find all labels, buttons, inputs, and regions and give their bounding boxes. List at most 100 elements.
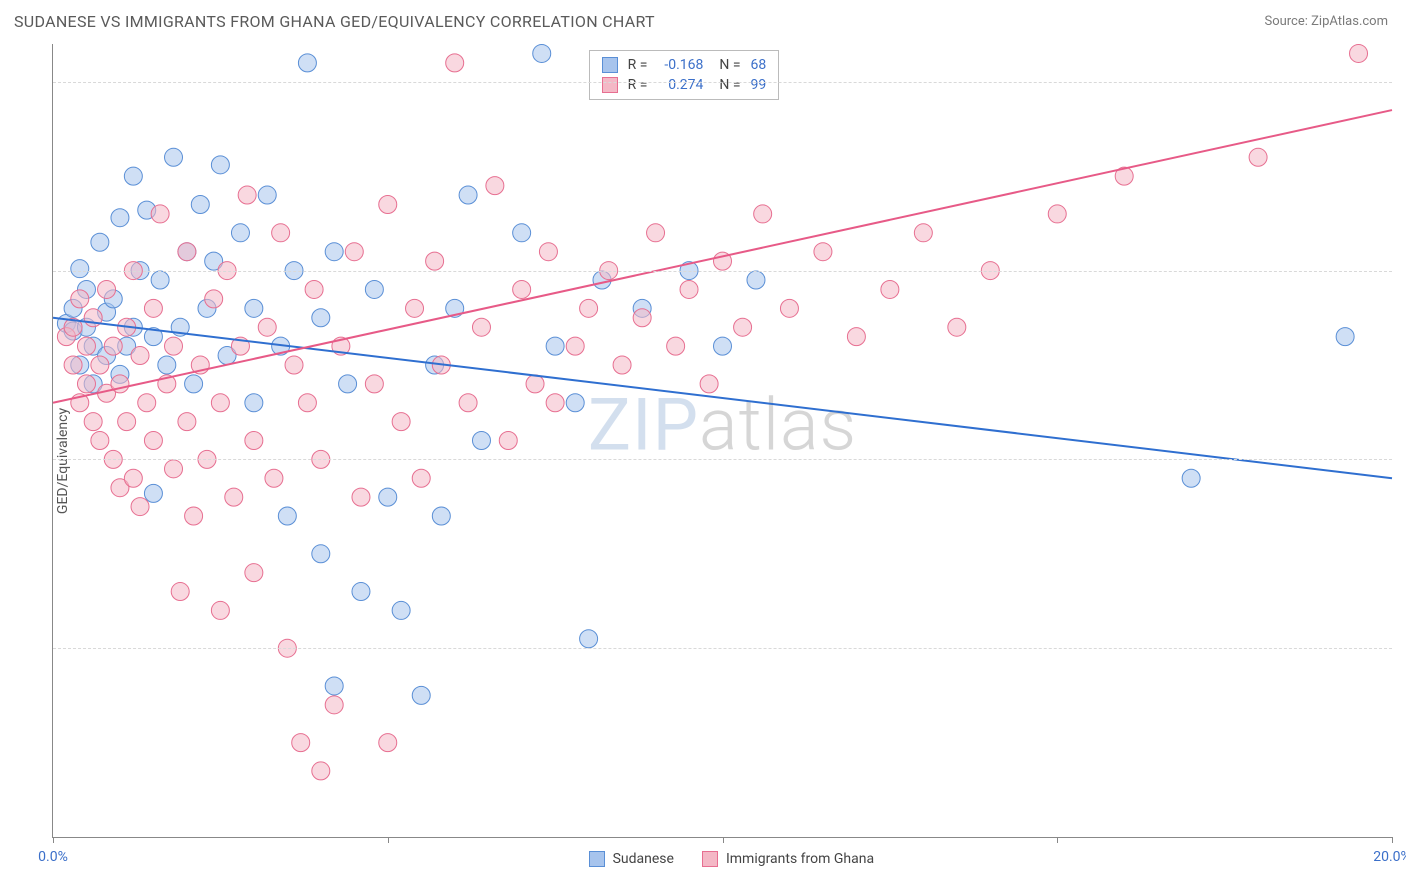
legend-swatch-1	[589, 851, 605, 867]
data-point	[1336, 328, 1354, 346]
data-point	[77, 375, 95, 393]
data-point	[165, 337, 183, 355]
plot-svg	[53, 44, 1392, 837]
data-point	[171, 583, 189, 601]
data-point	[546, 394, 564, 412]
data-point	[185, 507, 203, 525]
data-point	[667, 337, 685, 355]
data-point	[613, 356, 631, 374]
data-point	[211, 156, 229, 174]
data-point	[285, 356, 303, 374]
legend-label-2: Immigrants from Ghana	[726, 851, 874, 867]
y-tick-label: 80.0%	[1398, 451, 1406, 467]
stats-r-value-1: -0.168	[657, 57, 703, 73]
data-point	[539, 243, 557, 261]
data-point	[118, 413, 136, 431]
data-point	[392, 413, 410, 431]
data-point	[325, 696, 343, 714]
data-point	[245, 564, 263, 582]
data-point	[472, 318, 490, 336]
data-point	[231, 224, 249, 242]
data-point	[546, 337, 564, 355]
data-point	[111, 209, 129, 227]
data-point	[754, 205, 772, 223]
data-point	[647, 224, 665, 242]
data-point	[84, 413, 102, 431]
x-tick-label: 20.0%	[1373, 849, 1406, 865]
data-point	[144, 432, 162, 450]
data-point	[426, 252, 444, 270]
data-point	[77, 337, 95, 355]
data-point	[245, 432, 263, 450]
stats-r-label: R =	[628, 57, 648, 73]
data-point	[365, 375, 383, 393]
data-point	[211, 601, 229, 619]
data-point	[533, 44, 551, 62]
chart-title: SUDANESE VS IMMIGRANTS FROM GHANA GED/EQ…	[14, 12, 655, 31]
data-point	[191, 195, 209, 213]
data-point	[272, 224, 290, 242]
data-point	[513, 224, 531, 242]
data-point	[847, 328, 865, 346]
chart-header: SUDANESE VS IMMIGRANTS FROM GHANA GED/EQ…	[0, 0, 1406, 37]
data-point	[71, 260, 89, 278]
data-point	[305, 280, 323, 298]
data-point	[91, 356, 109, 374]
data-point	[165, 460, 183, 478]
data-point	[325, 677, 343, 695]
data-point	[633, 309, 651, 327]
data-point	[1350, 44, 1368, 62]
data-point	[780, 299, 798, 317]
data-point	[178, 243, 196, 261]
data-point	[124, 469, 142, 487]
data-point	[258, 318, 276, 336]
data-point	[312, 762, 330, 780]
data-point	[747, 271, 765, 289]
plot-region: ZIPatlas R = -0.168 N = 68 R = 0.274 N =…	[52, 44, 1392, 838]
data-point	[1249, 148, 1267, 166]
data-point	[566, 337, 584, 355]
data-point	[680, 280, 698, 298]
data-point	[71, 290, 89, 308]
data-point	[412, 686, 430, 704]
data-point	[211, 394, 229, 412]
chart-area: GED/Equivalency ZIPatlas R = -0.168 N = …	[14, 44, 1392, 878]
data-point	[432, 507, 450, 525]
data-point	[365, 280, 383, 298]
data-point	[499, 432, 517, 450]
data-point	[1048, 205, 1066, 223]
data-point	[104, 337, 122, 355]
y-tick-label: 90.0%	[1398, 263, 1406, 279]
data-point	[225, 488, 243, 506]
data-point	[138, 394, 156, 412]
data-point	[245, 299, 263, 317]
data-point	[379, 734, 397, 752]
data-point	[298, 394, 316, 412]
data-point	[1182, 469, 1200, 487]
legend-label-1: Sudanese	[613, 851, 674, 867]
data-point	[526, 375, 544, 393]
data-point	[278, 507, 296, 525]
data-point	[459, 394, 477, 412]
data-point	[881, 280, 899, 298]
data-point	[91, 233, 109, 251]
stats-row-series2: R = 0.274 N = 99	[590, 75, 779, 95]
stats-n-value-2: 99	[751, 77, 767, 93]
data-point	[339, 375, 357, 393]
data-point	[352, 488, 370, 506]
data-point	[513, 280, 531, 298]
data-point	[459, 186, 477, 204]
swatch-series1	[602, 57, 618, 73]
data-point	[392, 601, 410, 619]
data-point	[131, 498, 149, 516]
stats-box: R = -0.168 N = 68 R = 0.274 N = 99	[589, 50, 780, 100]
data-point	[472, 432, 490, 450]
data-point	[178, 413, 196, 431]
data-point	[185, 375, 203, 393]
stats-r-value-2: 0.274	[657, 77, 703, 93]
data-point	[312, 545, 330, 563]
stats-n-value-1: 68	[751, 57, 767, 73]
data-point	[714, 337, 732, 355]
data-point	[352, 583, 370, 601]
data-point	[238, 186, 256, 204]
